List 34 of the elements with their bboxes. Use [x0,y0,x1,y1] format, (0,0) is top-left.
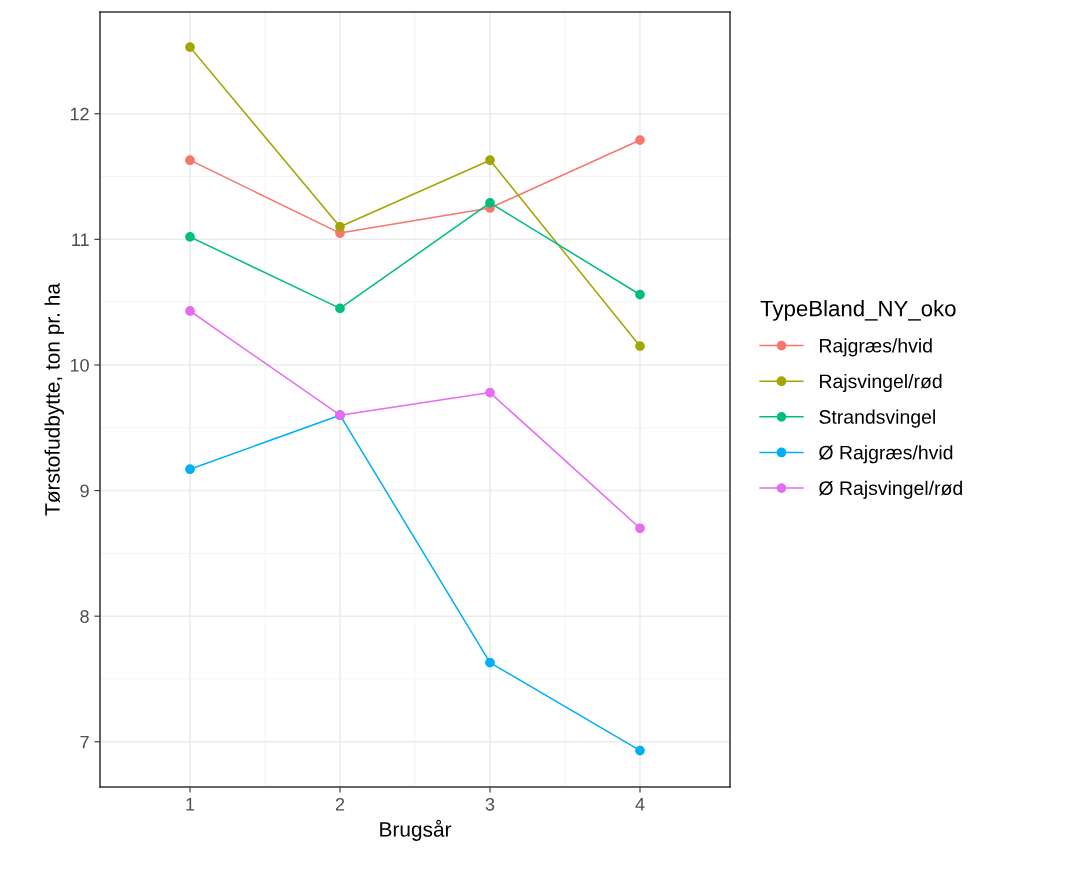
point [485,198,495,208]
y-axis-title: Tørstofudbytte, ton pr. ha [44,283,64,516]
legend-label: Rajgræs/hvid [820,338,932,357]
y-tick-label: 12 [70,107,89,121]
point [185,306,195,316]
x-tick-label: 1 [186,798,195,811]
point [185,42,195,53]
legend-label: Ø Rajgræs/hvid [819,445,953,464]
y-tick-label: 8 [80,610,89,623]
x-tick-label: 2 [335,797,345,811]
legend-label: Ø Rajsvingel/rød [819,480,962,499]
x-tick-label: 4 [635,798,645,811]
y-tick-label: 9 [80,484,89,498]
legend-label: Strandsvingel [819,409,935,428]
point [185,231,195,242]
point [635,289,645,300]
point [635,341,645,351]
point [635,135,645,145]
point [485,387,495,398]
x-axis-title: Brugsår [380,819,452,841]
point [485,155,495,166]
x-tick-label: 3 [485,797,495,811]
point [335,221,345,232]
point [185,464,195,475]
point [485,657,495,668]
point [185,155,195,166]
point [635,523,645,534]
y-tick-label: 10 [70,358,89,372]
y-tick-label: 7 [80,735,89,749]
legend-label: Rajsvingel/rød [820,373,942,393]
point [335,303,345,314]
point [635,745,645,756]
y-tick-label: 11 [72,233,89,246]
legend-title: TypeBland_NY_oko [760,300,956,321]
